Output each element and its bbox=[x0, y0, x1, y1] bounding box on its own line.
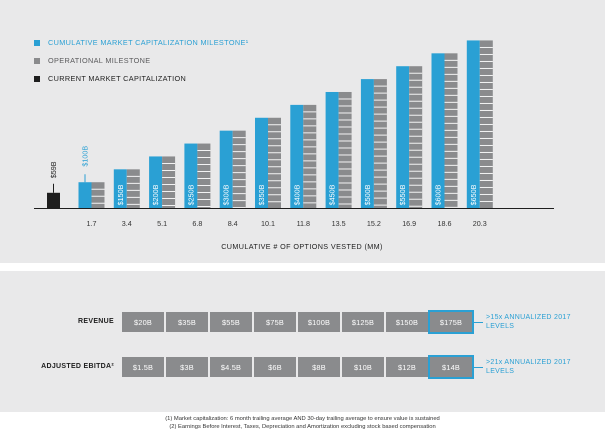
current-market-cap-label: $59B bbox=[49, 161, 58, 178]
x-tick-label: 5.1 bbox=[157, 219, 167, 228]
market-cap-label: $100B bbox=[81, 146, 90, 167]
adjusted-ebitda-cell: $8B bbox=[298, 357, 340, 377]
market-cap-label: $600B bbox=[434, 184, 443, 205]
market-cap-bar bbox=[466, 40, 480, 209]
revenue-cell: $150B bbox=[386, 312, 428, 332]
x-tick-label: 20.3 bbox=[473, 219, 487, 228]
market-cap-label: $350B bbox=[257, 184, 266, 205]
adjusted-ebitda-cell: $1.5B bbox=[122, 357, 164, 377]
revenue-cell: $55B bbox=[210, 312, 252, 332]
market-cap-label: $650B bbox=[469, 184, 478, 205]
x-tick-label: 1.7 bbox=[87, 219, 97, 228]
x-tick-label: 16.9 bbox=[402, 219, 416, 228]
market-cap-bar bbox=[431, 53, 445, 208]
market-cap-bar bbox=[290, 104, 304, 208]
footnote-1: (1) Market capitalization: 6 month trail… bbox=[165, 416, 440, 422]
legend-label-operational: OPERATIONAL MILESTONE bbox=[48, 56, 151, 65]
market-cap-label: $300B bbox=[222, 184, 231, 205]
adjusted-ebitda-cell: $3B bbox=[166, 357, 208, 377]
x-tick-label: 18.6 bbox=[438, 219, 452, 228]
operational-bar bbox=[373, 79, 387, 208]
operational-bar bbox=[303, 104, 317, 208]
current-market-cap-bar bbox=[47, 192, 60, 208]
market-cap-bar bbox=[219, 130, 233, 208]
table-panel bbox=[0, 271, 605, 412]
revenue-cell: $75B bbox=[254, 312, 296, 332]
market-cap-label: $450B bbox=[328, 184, 337, 205]
adjusted-ebitda-cell: $6B bbox=[254, 357, 296, 377]
market-cap-bar bbox=[149, 156, 163, 208]
market-cap-bar bbox=[78, 182, 92, 208]
market-cap-bar bbox=[396, 66, 410, 209]
operational-bar bbox=[268, 117, 281, 208]
legend-item-market-cap: CUMULATIVE MARKET CAPITALIZATION MILESTO… bbox=[34, 37, 248, 48]
x-tick-label: 8.4 bbox=[228, 219, 238, 228]
x-tick-label: 3.4 bbox=[122, 219, 132, 228]
row-label-adjusted-ebitda: ADJUSTED EBITDA² bbox=[41, 363, 114, 370]
revenue-cell: $35B bbox=[166, 312, 208, 332]
x-tick-label: 13.5 bbox=[332, 219, 346, 228]
x-tick-label: 6.8 bbox=[192, 219, 202, 228]
market-cap-label: $250B bbox=[186, 184, 195, 205]
market-cap-bar bbox=[360, 79, 374, 208]
revenue-note: >15x ANNUALIZED 2017 LEVELS bbox=[486, 314, 571, 330]
market-cap-label: $200B bbox=[151, 184, 160, 205]
legend-swatch-current bbox=[34, 75, 40, 82]
operational-bar bbox=[162, 156, 176, 208]
x-tick-label: 10.1 bbox=[261, 219, 275, 228]
legend-label-market-cap: CUMULATIVE MARKET CAPITALIZATION MILESTO… bbox=[48, 38, 249, 47]
legend-swatch-operational bbox=[34, 57, 40, 64]
market-cap-bar bbox=[255, 117, 268, 208]
market-cap-label: $400B bbox=[292, 184, 301, 205]
adjusted-ebitda-cell: $14B bbox=[430, 357, 472, 377]
operational-bar bbox=[232, 130, 246, 208]
x-tick-label: 11.8 bbox=[297, 219, 310, 228]
revenue-cell: $100B bbox=[298, 312, 340, 332]
operational-bar bbox=[338, 91, 352, 208]
chart-legend: CUMULATIVE MARKET CAPITALIZATION MILESTO… bbox=[34, 37, 248, 91]
legend-label-current: CURRENT MARKET CAPITALIZATION bbox=[48, 74, 187, 83]
adjusted-ebitda-note: >21x ANNUALIZED 2017 LEVELS bbox=[486, 359, 571, 375]
operational-bar bbox=[91, 182, 105, 208]
revenue-note-connector bbox=[473, 322, 483, 323]
operational-bar bbox=[197, 143, 211, 208]
adjusted-ebitda-note-connector bbox=[473, 367, 483, 368]
legend-item-operational: OPERATIONAL MILESTONE bbox=[34, 55, 248, 66]
revenue-cell: $20B bbox=[122, 312, 164, 332]
legend-swatch-market-cap bbox=[34, 39, 40, 46]
revenue-cell: $175B bbox=[430, 312, 472, 332]
market-cap-label: $550B bbox=[398, 184, 407, 205]
market-cap-bar bbox=[184, 143, 198, 208]
market-cap-label: $500B bbox=[363, 184, 372, 205]
market-cap-bar bbox=[113, 169, 127, 208]
market-cap-label: $150B bbox=[116, 184, 125, 205]
adjusted-ebitda-cell: $10B bbox=[342, 357, 384, 377]
row-label-revenue: REVENUE bbox=[78, 318, 114, 325]
revenue-cell: $125B bbox=[342, 312, 384, 332]
adjusted-ebitda-cell: $4.5B bbox=[210, 357, 252, 377]
legend-item-current: CURRENT MARKET CAPITALIZATION bbox=[34, 73, 248, 84]
footnote-2: (2) Earnings Before Interest, Taxes, Dep… bbox=[169, 424, 436, 430]
market-cap-bar bbox=[325, 91, 339, 208]
operational-bar bbox=[126, 169, 140, 208]
bar-chart: $59B $100B 1.7 $150B 3.4 $200B 5.1 $250B 6.8 $300… bbox=[34, 40, 554, 251]
x-tick-label: 15.2 bbox=[367, 219, 381, 228]
x-axis-label: CUMULATIVE # OF OPTIONS VESTED (MM) bbox=[221, 242, 383, 251]
adjusted-ebitda-cell: $12B bbox=[386, 357, 428, 377]
